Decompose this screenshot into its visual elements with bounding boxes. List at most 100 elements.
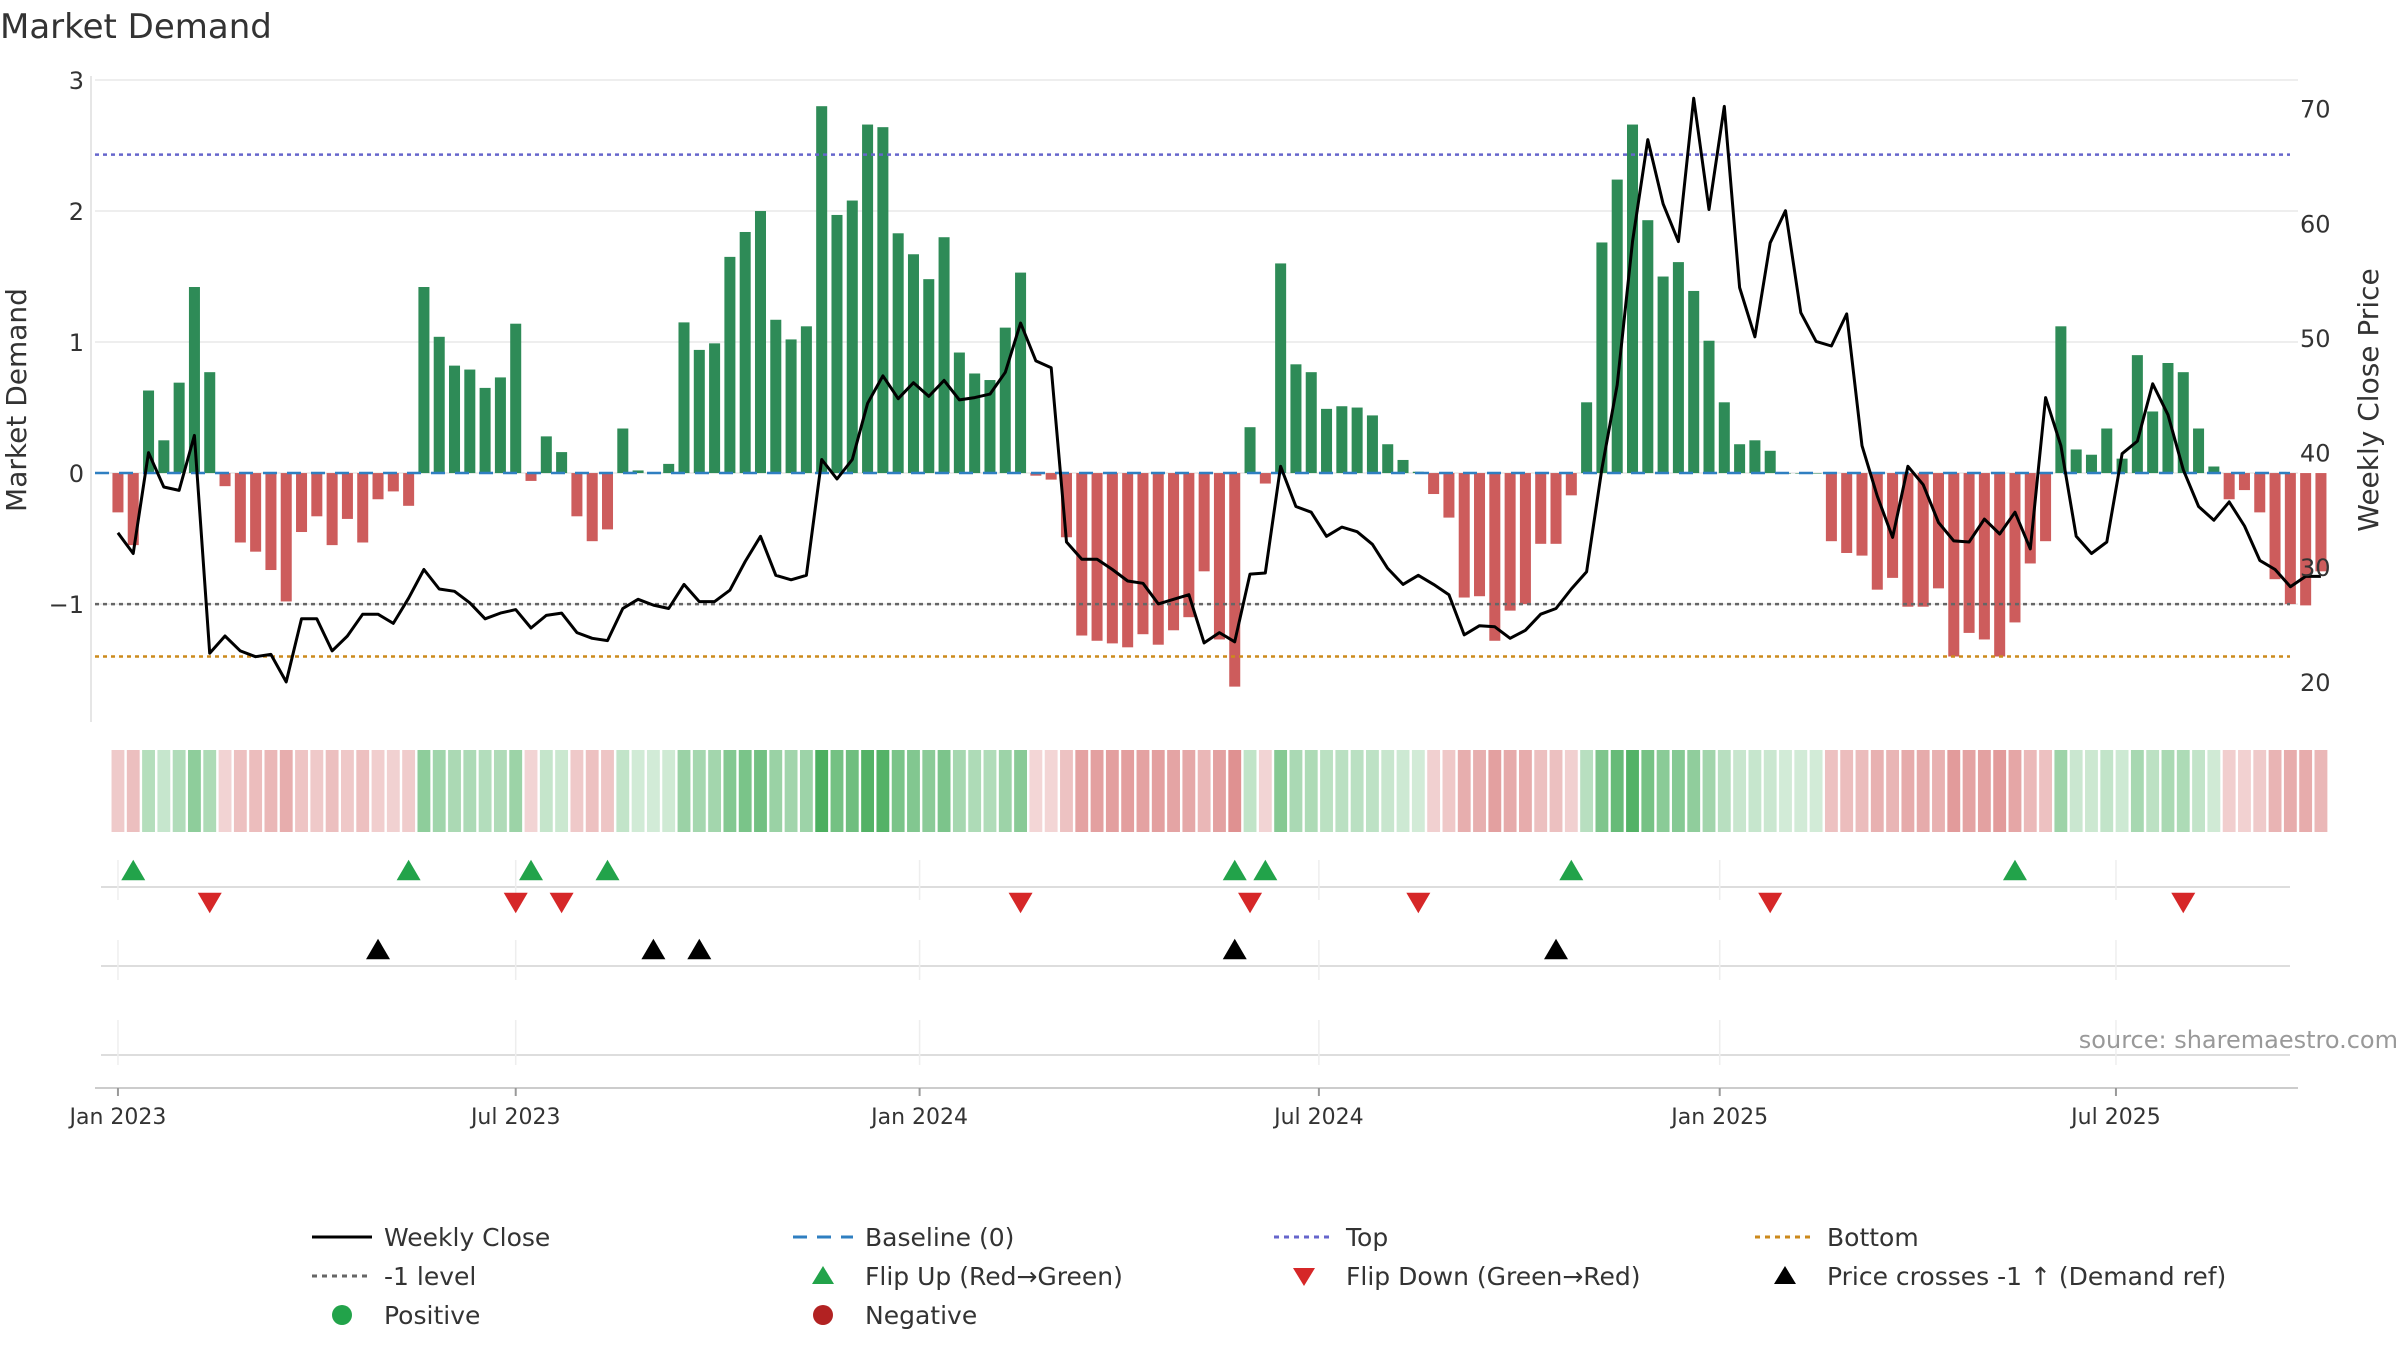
demand-bar <box>173 382 185 474</box>
legend-item-positive: Positive <box>332 1301 480 1330</box>
strip-cell <box>2253 750 2267 832</box>
legend-label: Positive <box>384 1301 480 1330</box>
demand-bar <box>1458 473 1470 598</box>
demand-bar <box>1565 473 1577 496</box>
strip-cell <box>2008 750 2022 832</box>
demand-bar <box>204 372 216 474</box>
demand-bar <box>1015 272 1027 474</box>
strip-cell <box>233 750 247 832</box>
strip-cell <box>1595 750 1609 832</box>
strip-cell <box>2176 750 2190 832</box>
legend: Weekly Close Baseline (0) Top Bottom -1 leve… <box>312 1223 2226 1330</box>
strip-cell <box>570 750 584 832</box>
demand-bar <box>754 211 766 474</box>
demand-bar <box>1825 473 1837 542</box>
demand-bar <box>1183 473 1195 618</box>
strip-cell <box>799 750 813 832</box>
y2-axis-label: Weekly Close Price <box>2352 268 2385 531</box>
axes: −1 0 1 2 3 20 30 40 50 60 70 <box>49 67 2331 722</box>
demand-bar <box>1581 402 1593 474</box>
demand-bar <box>2131 355 2143 474</box>
strip-cell <box>2085 750 2098 832</box>
demand-bar <box>1351 407 1363 474</box>
flip-up-marker <box>121 859 146 881</box>
strip-cell <box>1029 750 1043 832</box>
strip-cell <box>2268 750 2282 832</box>
legend-item-negative: Negative <box>813 1301 977 1330</box>
demand-bar <box>2116 458 2128 474</box>
strip-cell <box>1136 750 1150 832</box>
demand-bar <box>188 287 200 474</box>
y2-tick-label: 60 <box>2300 210 2331 238</box>
demand-bar <box>1718 402 1730 474</box>
demand-bar <box>387 473 399 492</box>
x-axis: Jan 2023 Jul 2023 Jan 2024 Jul 2024 Jan 2025… <box>67 1087 2298 1130</box>
demand-bar <box>1060 473 1072 538</box>
demand-bar <box>1887 473 1899 578</box>
strip-cell <box>907 750 920 832</box>
y2-tick-label: 50 <box>2300 325 2331 353</box>
demand-bar <box>311 473 323 517</box>
demand-bar <box>1366 415 1378 474</box>
strip-cell <box>1503 750 1517 832</box>
demand-bar <box>1902 473 1914 607</box>
strip-cell <box>1182 750 1196 832</box>
demand-bar <box>2208 466 2220 474</box>
demand-bar <box>1397 459 1409 474</box>
strip-cell <box>677 750 691 832</box>
demand-bar <box>724 256 736 474</box>
demand-bar <box>907 254 919 474</box>
strip-cell <box>2100 750 2114 832</box>
demand-bar <box>1948 473 1960 657</box>
source-credit: source: sharemaestro.com <box>2079 1026 2398 1054</box>
demand-bar <box>617 428 629 474</box>
price-cross-marker <box>1222 938 1247 960</box>
demand-bar <box>2254 473 2266 513</box>
strip-cell <box>1014 750 1027 832</box>
demand-bar <box>2315 473 2327 572</box>
strip-cell <box>371 750 385 832</box>
demand-bar <box>862 124 874 474</box>
demand-bar <box>158 440 170 474</box>
demand-bar <box>1030 473 1042 476</box>
strip-cell <box>1457 750 1471 832</box>
strip-cell <box>432 750 446 832</box>
strip-cell <box>1549 750 1563 832</box>
demand-bar <box>1932 473 1944 589</box>
strip-cell <box>2115 750 2129 832</box>
legend-label: Weekly Close <box>384 1223 550 1252</box>
demand-bars <box>112 106 2327 687</box>
strip-cell <box>188 750 201 832</box>
demand-bar <box>892 233 904 474</box>
strip-cell <box>1381 750 1395 832</box>
strip-cell <box>1763 750 1777 832</box>
demand-bar <box>2040 473 2052 542</box>
demand-bar <box>2193 428 2205 474</box>
flip-down-marker <box>1008 892 1033 914</box>
demand-bar <box>540 436 552 474</box>
legend-swatch <box>813 1305 833 1325</box>
demand-bar <box>846 200 858 474</box>
demand-bar <box>1275 263 1287 474</box>
demand-bar <box>586 473 598 542</box>
strip-cell <box>601 750 614 832</box>
strip-cell <box>876 750 890 832</box>
strip-cell <box>1213 750 1226 832</box>
y-tick-label: 3 <box>69 67 84 95</box>
price-cross-marker <box>641 938 666 960</box>
strip-cell <box>2314 750 2328 832</box>
chart-title: Market Demand <box>0 7 272 47</box>
strip-cell <box>1977 750 1991 832</box>
legend-label: Bottom <box>1827 1223 1919 1252</box>
strip-cell <box>1411 750 1425 832</box>
demand-bar <box>1137 473 1149 635</box>
legend-item-price_cross: Price crosses -1 ↑ (Demand ref) <box>1774 1262 2226 1291</box>
strip-cell <box>1274 750 1288 832</box>
y-tick-label: −1 <box>49 591 84 619</box>
demand-bar <box>1259 473 1271 484</box>
strip-cell <box>1993 750 2007 832</box>
demand-bar <box>1963 473 1975 633</box>
demand-bar <box>2238 473 2250 491</box>
strip-cell <box>1289 750 1303 832</box>
x-tick-label: Jul 2025 <box>2069 1105 2161 1130</box>
